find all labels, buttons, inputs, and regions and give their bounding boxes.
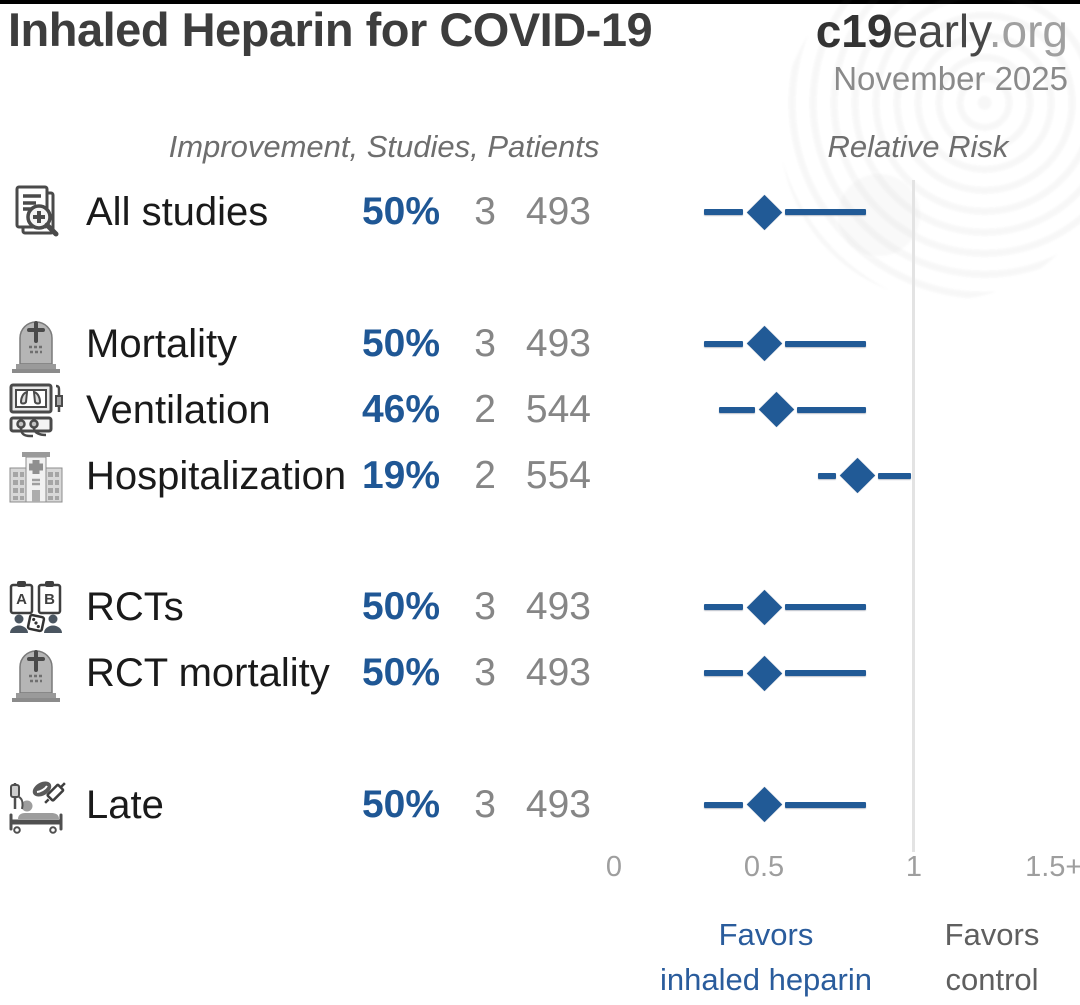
ci-line-left xyxy=(704,209,743,215)
ci-line-left xyxy=(704,801,743,808)
ci-line-right xyxy=(785,801,866,808)
columns-header: Improvement, Studies, Patients xyxy=(168,129,600,164)
effect-diamond xyxy=(746,589,782,625)
report-date: November 2025 xyxy=(833,60,1068,97)
documents-magnifier-icon xyxy=(5,181,67,243)
patients-count: 493 xyxy=(525,321,591,365)
hospital-icon xyxy=(5,445,67,507)
studies-count: 2 xyxy=(474,453,496,497)
patients-count: 493 xyxy=(525,585,591,628)
favors-treatment-line2: inhaled heparin xyxy=(659,962,872,997)
effect-diamond xyxy=(746,655,782,691)
improvement-value: 46% xyxy=(361,387,440,431)
ventilator-icon xyxy=(5,379,67,441)
outcome-row: All studies 50% 3 493 xyxy=(0,179,1080,245)
page-title: Inhaled Heparin for COVID-19 xyxy=(8,3,653,56)
favors-control-label: Favors control xyxy=(822,912,1080,1002)
studies-count: 3 xyxy=(474,585,496,628)
studies-count: 3 xyxy=(474,651,496,694)
improvement-value: 50% xyxy=(361,190,440,233)
improvement-value: 50% xyxy=(361,585,440,628)
favors-control-line1: Favors xyxy=(944,917,1040,952)
effect-diamond xyxy=(839,457,875,494)
ci-line-right xyxy=(785,670,866,676)
studies-count: 3 xyxy=(474,321,496,365)
x-axis-tick: 1.5+ xyxy=(1025,851,1080,883)
improvement-value: 50% xyxy=(361,782,440,826)
outcome-label: All studies xyxy=(86,190,269,234)
effect-diamond xyxy=(746,325,782,362)
ci-line-right xyxy=(785,340,866,347)
patients-count: 493 xyxy=(525,782,591,826)
reference-line-rr1 xyxy=(912,180,915,852)
ci-line-right xyxy=(878,472,911,479)
outcome-label: RCTs xyxy=(86,585,184,629)
effect-diamond xyxy=(758,391,794,428)
ci-line-left xyxy=(818,472,836,479)
favors-control-line2: control xyxy=(945,962,1039,997)
site-logo: c19early.org xyxy=(816,4,1068,58)
svg-text:B: B xyxy=(44,591,55,608)
ci-line-left xyxy=(704,604,743,610)
outcome-row: Hospitalization 19% 2 554 xyxy=(0,443,1080,509)
ci-line-right xyxy=(785,604,866,610)
ci-line-left xyxy=(704,340,743,347)
outcome-label: Ventilation xyxy=(86,387,271,432)
outcome-row: RCT mortality 50% 3 493 xyxy=(0,640,1080,706)
tombstone-icon xyxy=(5,313,67,375)
site-logo-tld: .org xyxy=(988,5,1068,57)
outcome-row: Mortality 50% 3 493 xyxy=(0,311,1080,377)
svg-text:A: A xyxy=(16,591,27,608)
favors-treatment-label: Favors inhaled heparin xyxy=(596,912,936,1002)
patients-count: 493 xyxy=(525,651,591,694)
effect-diamond xyxy=(746,786,782,823)
improvement-value: 50% xyxy=(361,651,440,694)
ci-line-right xyxy=(785,209,866,215)
outcome-row: Ventilation 46% 2 544 xyxy=(0,377,1080,443)
studies-count: 2 xyxy=(474,387,496,431)
relative-risk-header: Relative Risk xyxy=(827,129,1009,164)
ci-line-left xyxy=(704,670,743,676)
x-axis-tick: 1 xyxy=(905,851,923,883)
outcome-label: Mortality xyxy=(86,321,238,366)
outcome-label: Late xyxy=(86,782,164,827)
effect-diamond xyxy=(746,194,782,230)
tombstone-icon xyxy=(5,642,67,704)
improvement-value: 50% xyxy=(361,321,440,365)
outcome-label: Hospitalization xyxy=(86,453,347,498)
outcome-label: RCT mortality xyxy=(86,651,330,695)
site-logo-bold: c19 xyxy=(815,5,893,57)
studies-count: 3 xyxy=(474,782,496,826)
patients-count: 493 xyxy=(525,190,591,233)
improvement-value: 19% xyxy=(361,453,440,497)
patient-bed-icon xyxy=(5,774,67,836)
outcome-row: Late 50% 3 493 xyxy=(0,772,1080,838)
ci-line-left xyxy=(719,406,755,413)
site-logo-name: early xyxy=(892,5,989,57)
patients-count: 554 xyxy=(525,453,591,497)
patients-count: 544 xyxy=(525,387,591,431)
ci-line-right xyxy=(797,406,866,413)
top-border xyxy=(0,0,1080,4)
x-axis-tick: 0 xyxy=(605,851,623,883)
studies-count: 3 xyxy=(474,190,496,233)
x-axis-tick: 0.5 xyxy=(743,851,785,883)
favors-treatment-line1: Favors xyxy=(718,917,814,952)
